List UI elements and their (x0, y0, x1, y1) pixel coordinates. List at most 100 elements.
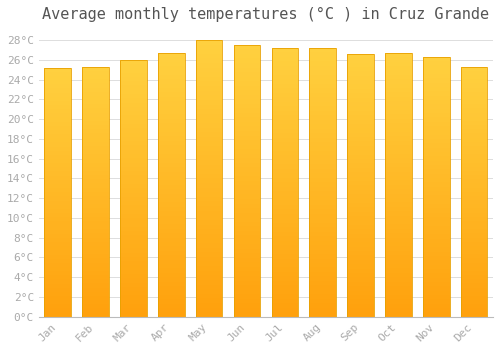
Bar (120, 158, 146, 162)
Bar (196, 137, 222, 141)
Bar (158, 57, 184, 62)
Bar (272, 151, 298, 155)
Bar (196, 109, 222, 114)
Bar (82, 279, 109, 284)
Bar (423, 273, 450, 278)
Bar (82, 229, 109, 233)
Bar (423, 87, 450, 91)
Bar (120, 150, 146, 154)
Bar (385, 70, 411, 75)
Bar (423, 139, 450, 144)
Bar (423, 57, 450, 317)
Bar (461, 167, 487, 171)
Bar (196, 257, 222, 261)
Bar (310, 191, 336, 196)
Bar (234, 208, 260, 212)
Bar (120, 205, 146, 210)
Bar (44, 217, 71, 221)
Bar (196, 178, 222, 183)
Bar (196, 58, 222, 63)
Bar (82, 121, 109, 125)
Bar (158, 132, 184, 136)
Bar (385, 211, 411, 216)
Bar (423, 269, 450, 273)
Bar (385, 303, 411, 308)
Bar (272, 236, 298, 240)
Bar (196, 100, 222, 105)
Bar (234, 90, 260, 95)
Bar (196, 206, 222, 211)
Bar (234, 303, 260, 308)
Bar (196, 252, 222, 257)
Bar (44, 254, 71, 259)
Bar (310, 240, 336, 245)
Bar (423, 104, 450, 109)
Bar (423, 234, 450, 239)
Bar (120, 133, 146, 137)
Bar (310, 128, 336, 133)
Bar (423, 286, 450, 291)
Bar (44, 72, 71, 76)
Bar (348, 54, 374, 58)
Bar (196, 238, 222, 243)
Bar (120, 81, 146, 85)
Bar (423, 209, 450, 213)
Bar (158, 141, 184, 145)
Bar (348, 313, 374, 317)
Bar (120, 201, 146, 205)
Bar (461, 88, 487, 92)
Bar (385, 290, 411, 295)
Bar (385, 176, 411, 180)
Bar (82, 129, 109, 133)
Bar (158, 189, 184, 194)
Bar (272, 267, 298, 272)
Bar (158, 114, 184, 119)
Bar (158, 110, 184, 114)
Bar (44, 313, 71, 317)
Bar (82, 196, 109, 200)
Bar (158, 277, 184, 282)
Bar (44, 105, 71, 109)
Bar (234, 222, 260, 226)
Bar (234, 45, 260, 49)
Bar (461, 279, 487, 284)
Bar (82, 217, 109, 221)
Bar (348, 106, 374, 111)
Bar (423, 222, 450, 226)
Bar (44, 126, 71, 130)
Bar (272, 286, 298, 290)
Bar (385, 136, 411, 141)
Bar (310, 97, 336, 102)
Bar (385, 53, 411, 57)
Bar (348, 89, 374, 93)
Bar (385, 286, 411, 290)
Bar (272, 115, 298, 120)
Bar (196, 155, 222, 160)
Bar (385, 264, 411, 268)
Bar (44, 275, 71, 279)
Bar (196, 294, 222, 298)
Bar (120, 167, 146, 171)
Bar (385, 308, 411, 313)
Bar (44, 68, 71, 317)
Bar (196, 118, 222, 123)
Bar (196, 298, 222, 303)
Bar (423, 100, 450, 104)
Bar (272, 240, 298, 245)
Bar (196, 289, 222, 294)
Bar (423, 152, 450, 156)
Bar (44, 92, 71, 97)
Bar (196, 202, 222, 206)
Bar (348, 172, 374, 176)
Bar (348, 247, 374, 251)
Bar (44, 263, 71, 267)
Bar (196, 54, 222, 58)
Bar (44, 80, 71, 84)
Bar (310, 290, 336, 294)
Bar (423, 109, 450, 113)
Bar (423, 239, 450, 243)
Bar (234, 126, 260, 131)
Bar (310, 303, 336, 308)
Bar (461, 125, 487, 129)
Bar (310, 93, 336, 97)
